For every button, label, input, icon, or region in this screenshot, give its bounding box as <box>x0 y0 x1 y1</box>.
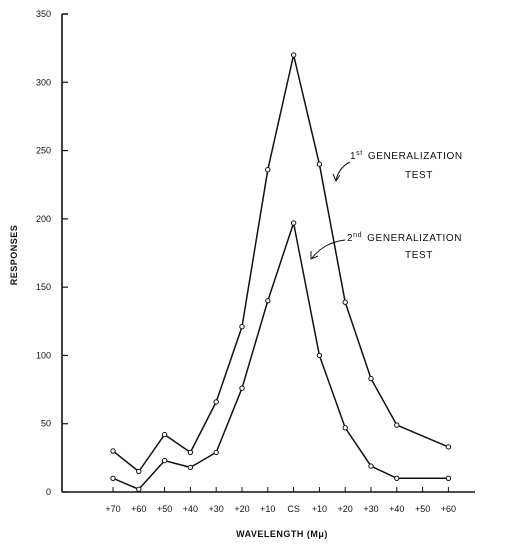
series-2-point-9 <box>342 425 348 431</box>
series-2-point-1 <box>136 486 142 492</box>
y-tick-label-0: 0 <box>46 487 51 497</box>
annotation-first-num: 1 <box>350 151 356 162</box>
series-2-point-13 <box>445 475 452 481</box>
annotation-second-test: 2nd GENERALIZATION TEST <box>310 232 462 261</box>
annotation-first-arrowhead <box>332 173 341 183</box>
series-1-point-0 <box>110 448 116 454</box>
series-1-point-13 <box>445 444 452 450</box>
annotation-second-line2: TEST <box>405 250 433 261</box>
series-1-point-3 <box>187 449 194 456</box>
x-tick-label-0: +70 <box>105 504 120 514</box>
annotation-second-sup: nd <box>353 232 362 239</box>
y-tick-label-350: 350 <box>36 9 51 19</box>
series-1-point-4 <box>213 399 219 405</box>
annotation-first-arrow <box>335 161 351 181</box>
x-tick-label-7: CS <box>287 504 300 514</box>
series-1-point-2 <box>161 431 168 438</box>
series-2-point-6 <box>265 298 271 304</box>
annotation-first-line1: GENERALIZATION <box>368 151 463 162</box>
y-tick-label-300: 300 <box>36 77 51 87</box>
series-2-point-4 <box>213 449 219 456</box>
x-tick-label-11: +40 <box>389 504 404 514</box>
y-tick-label-50: 50 <box>41 419 51 429</box>
series-2-point-7 <box>290 220 297 226</box>
x-tick-label-12: +50 <box>415 504 430 514</box>
series-line-2 <box>112 222 449 491</box>
x-tick-label-10: +30 <box>363 504 378 514</box>
x-tick-label-2: +50 <box>157 504 172 514</box>
series-2-point-10 <box>368 463 374 469</box>
y-tick-label-250: 250 <box>36 146 51 156</box>
series-2-point-2 <box>161 457 168 464</box>
series-2-point-0 <box>110 475 116 481</box>
series-1-point-10 <box>368 375 374 382</box>
x-axis-label: WAVELENGTH (Mμ) <box>236 529 328 539</box>
series-1-point-5 <box>239 324 245 330</box>
series-2-point-3 <box>187 464 194 471</box>
series-1-point-11 <box>394 422 400 428</box>
series-2-point-11 <box>394 475 400 481</box>
series-1-point-1 <box>136 468 142 475</box>
x-tick-label-1: +60 <box>131 504 146 514</box>
annotation-second-arrowhead <box>310 251 319 260</box>
series-group <box>110 52 452 492</box>
annotation-first-sup: st <box>356 150 363 157</box>
series-1-point-9 <box>342 299 348 305</box>
x-tick-label-9: +20 <box>338 504 353 514</box>
x-tick-label-6: +10 <box>260 504 275 514</box>
annotation-second-num: 2 <box>347 233 353 244</box>
series-1-point-8 <box>316 161 323 167</box>
series-2-point-8 <box>316 352 323 359</box>
x-tick-label-5: +20 <box>234 504 249 514</box>
y-ticks: 0 50 100 150 200 250 300 350 <box>36 9 68 497</box>
y-axis-label: RESPONSES <box>9 225 19 286</box>
y-tick-label-150: 150 <box>36 282 51 292</box>
x-tick-label-4: +30 <box>209 504 224 514</box>
series-1-point-6 <box>265 167 271 173</box>
x-tick-label-8: +10 <box>312 504 327 514</box>
series-1-point-7 <box>290 52 297 58</box>
y-tick-label-100: 100 <box>36 350 51 360</box>
x-ticks: +70 +60 +50 +40 +30 +20 +10 CS +10 +20 +30 +40 +50 +6… <box>105 487 456 514</box>
x-tick-label-13: +60 <box>441 504 456 514</box>
y-tick-label-200: 200 <box>36 214 51 224</box>
annotation-first-test: 1st GENERALIZATION TEST <box>332 150 463 183</box>
x-tick-label-3: +40 <box>183 504 198 514</box>
annotation-first-line2: TEST <box>405 170 433 181</box>
annotation-second-arrow <box>311 239 346 259</box>
series-2-point-5 <box>239 385 245 391</box>
annotation-second-line1: GENERALIZATION <box>367 233 462 244</box>
